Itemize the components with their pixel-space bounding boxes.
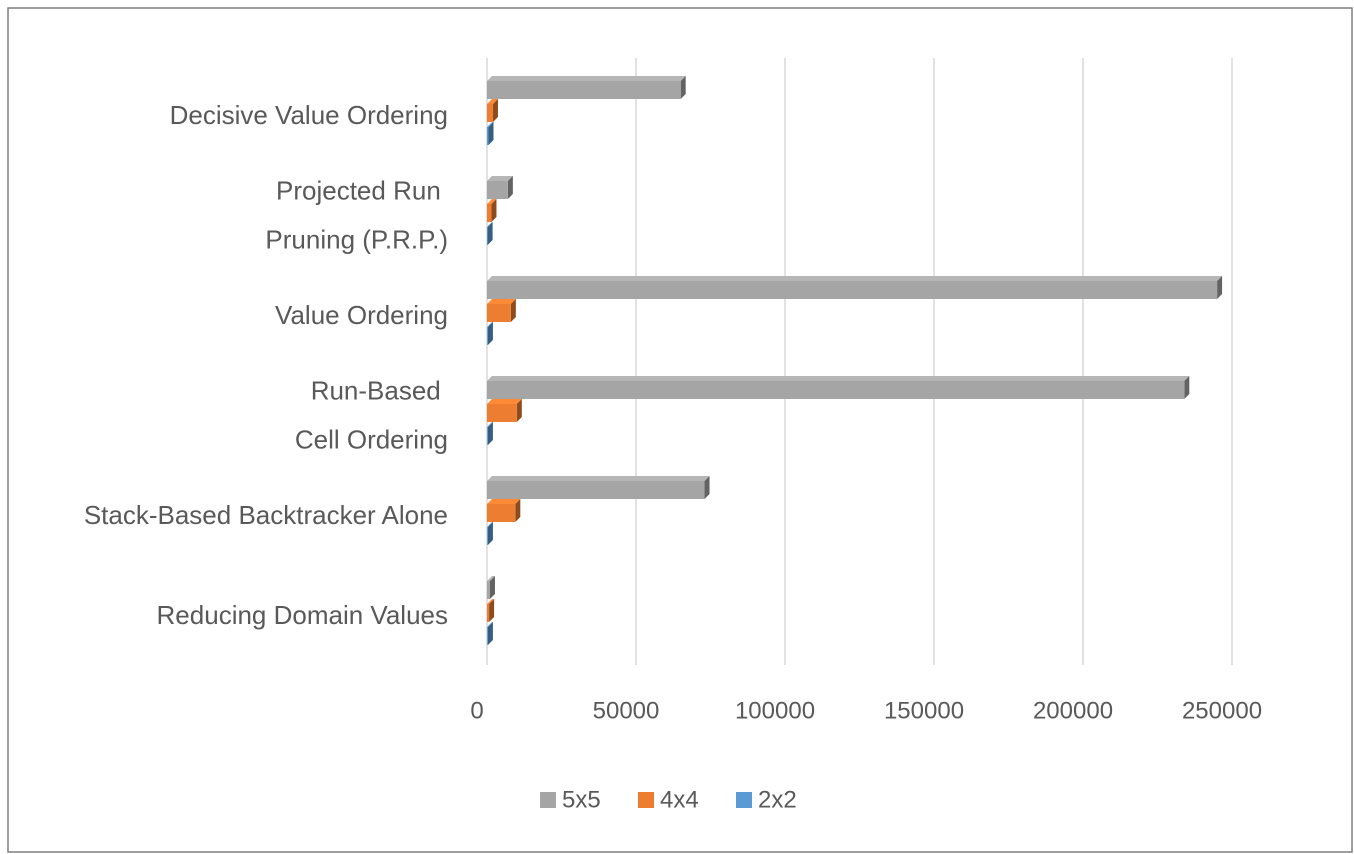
bar-side [516, 399, 522, 422]
bar [487, 504, 516, 522]
bar [487, 527, 488, 545]
x-tick-label: 50000 [593, 697, 660, 724]
bar-side [489, 576, 495, 599]
bar-top [487, 622, 493, 627]
bar-side [487, 422, 493, 445]
category-label: Projected Run Pruning (P.R.P.) [265, 175, 448, 254]
bar-top [487, 376, 1190, 381]
legend-swatch [736, 792, 752, 808]
bar-side [487, 322, 493, 345]
bar [487, 204, 492, 222]
category-label: Decisive Value Ordering [170, 100, 448, 130]
bar [487, 481, 705, 499]
bar-top [487, 76, 686, 81]
category-label: Value Ordering [275, 300, 448, 330]
bar-side [492, 99, 498, 122]
bar-side [510, 299, 516, 322]
bar [487, 427, 488, 445]
bar-top [487, 199, 497, 204]
bar [487, 381, 1185, 399]
bar-top [487, 122, 494, 127]
bar [487, 404, 517, 422]
bar-top [487, 476, 710, 481]
x-tick-label: 100000 [735, 697, 815, 724]
x-tick-label: 0 [470, 697, 483, 724]
bar-side [491, 199, 497, 222]
bar-side [489, 599, 495, 622]
category-label: Stack-Based Backtracker Alone [84, 500, 448, 530]
bar-top [487, 422, 493, 427]
bar-side [515, 499, 521, 522]
bar [487, 304, 511, 322]
legend-label: 5x5 [562, 786, 601, 813]
bar-top [487, 176, 513, 181]
bar-top [487, 222, 493, 227]
bar-top [487, 276, 1223, 281]
bar-side [487, 522, 493, 545]
bar-top [487, 399, 522, 404]
bar-top [487, 576, 495, 581]
bar [487, 104, 493, 122]
bar [487, 581, 490, 599]
bar-top [487, 99, 498, 104]
category-label: Run-Based Cell Ordering [295, 375, 448, 454]
bar [487, 181, 508, 199]
legend-label: 4x4 [660, 786, 699, 813]
chart-frame [7, 7, 1353, 853]
bar [487, 327, 488, 345]
bar-side [704, 476, 710, 499]
bar [487, 127, 489, 145]
bar-top [487, 322, 493, 327]
bar-side [507, 176, 513, 199]
bar [487, 227, 488, 245]
bar-side [487, 222, 493, 245]
legend-swatch [638, 792, 654, 808]
bar-top [487, 599, 495, 604]
bar [487, 281, 1218, 299]
bar-top [487, 299, 516, 304]
bar-side [1184, 376, 1190, 399]
legend-label: 2x2 [758, 786, 797, 813]
bar-side [680, 76, 686, 99]
x-tick-label: 200000 [1033, 697, 1113, 724]
bar-side [487, 622, 493, 645]
x-tick-label: 250000 [1182, 697, 1262, 724]
bar [487, 604, 490, 622]
x-tick-label: 150000 [884, 697, 964, 724]
bar [487, 81, 681, 99]
legend-swatch [540, 792, 556, 808]
bar [487, 627, 488, 645]
bar-side [488, 122, 494, 145]
category-label: Reducing Domain Values [157, 600, 448, 630]
bar-top [487, 499, 521, 504]
bar-top [487, 522, 493, 527]
bar-side [1217, 276, 1223, 299]
